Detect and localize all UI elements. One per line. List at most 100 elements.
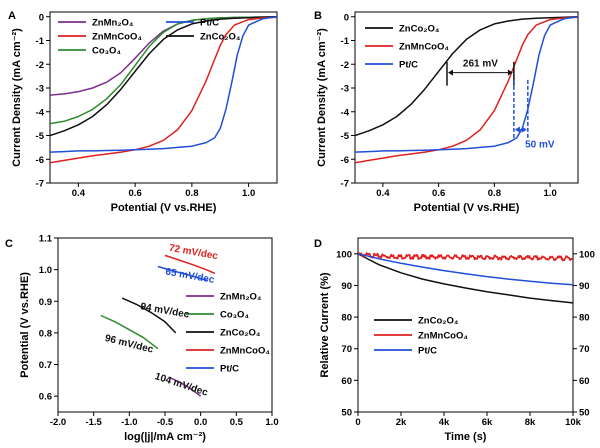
series-group — [100, 254, 216, 397]
y-tick-label: -2 — [341, 60, 349, 71]
x-tick-label: 0.6 — [432, 188, 445, 199]
panel-label: A — [8, 10, 16, 22]
y-tick-label: 50 — [341, 408, 352, 419]
y2-tick-label: 60 — [579, 376, 590, 387]
legend-label: Co₃O₄ — [92, 46, 121, 57]
y-axis-label: Potential (V vs.RHE) — [19, 272, 31, 378]
x-tick-label: 0.4 — [376, 188, 390, 199]
y-tick-label: 0.9 — [39, 297, 52, 308]
y2-tick-label: 50 — [579, 408, 590, 419]
series-group — [358, 251, 573, 304]
x-tick-label: 0.4 — [72, 188, 86, 199]
x-axis-label: Potential (V vs.RHE) — [111, 202, 217, 214]
y-tick-label: -6 — [36, 155, 44, 166]
y-tick-label: 1.1 — [39, 234, 53, 245]
legend-label: Pt/C — [399, 60, 418, 71]
y-tick-label: 60 — [341, 376, 352, 387]
y-tick-label: -5 — [36, 131, 45, 142]
y-tick-label: 0.6 — [39, 392, 52, 403]
legend-label: ZnMn₂O₄ — [92, 18, 134, 29]
legend-label: ZnMnCoO₄ — [399, 42, 449, 53]
y-tick-label: -3 — [341, 84, 349, 95]
series-line-2 — [50, 16, 277, 125]
y-tick-label: -7 — [36, 179, 44, 190]
series-line-3 — [121, 297, 177, 334]
y-tick-label: -4 — [36, 107, 45, 118]
series-line-2 — [355, 16, 578, 164]
annotation-arrowhead — [447, 69, 453, 76]
x-tick-label: 1.0 — [265, 417, 278, 428]
y-tick-label: -4 — [341, 107, 350, 118]
legend-label: ZnMnCoO₄ — [418, 331, 468, 342]
annotation-label: 104 mV/dec — [153, 371, 209, 399]
x-tick-label: 0.8 — [488, 188, 501, 199]
x-axis-label: Time (s) — [445, 431, 487, 443]
y-tick-label: -3 — [36, 84, 44, 95]
y-axis-label: Relative Current (%) — [319, 272, 331, 377]
y2-tick-label: 80 — [579, 313, 590, 324]
legend-label: ZnCo₂O₄ — [220, 328, 261, 339]
series-line-3 — [50, 16, 277, 137]
legend-label: ZnMnCoO₄ — [92, 32, 142, 43]
panel-d-chart: D0 2k 4k 6k 8k 10k50607080901005060708090100T… — [314, 237, 595, 443]
y-tick-label: 0.7 — [39, 360, 52, 371]
legend-label: Co₃O₄ — [220, 310, 249, 321]
x-tick-label: 0.8 — [185, 188, 198, 199]
plot-frame — [354, 11, 579, 184]
x-tick-label: 0.5 — [230, 417, 244, 428]
x-axis-label: log(|j|/mA cm⁻²) — [124, 431, 206, 443]
x-tick-label: 4k — [439, 417, 450, 428]
series-group — [355, 16, 578, 164]
y-tick-label: 1.0 — [39, 265, 52, 276]
series-line-4 — [50, 16, 277, 164]
y-tick-label: 0 — [39, 12, 44, 23]
x-tick-label: -2.0 — [50, 417, 66, 428]
legend: ZnCo₂O₄ ZnMnCoO₄ Pt/C — [374, 316, 468, 357]
annotation-arrowhead — [521, 126, 527, 133]
x-tick-label: 6k — [482, 417, 493, 428]
x-tick-label: 0.0 — [194, 417, 207, 428]
x-axis-label: Potential (V vs.RHE) — [414, 202, 520, 214]
legend: ZnMn₂O₄ Co₃O₄ ZnCo₂O₄ ZnMnCoO₄ Pt/C — [186, 292, 270, 375]
series-line-1 — [358, 253, 573, 304]
y-tick-label: 100 — [336, 249, 352, 260]
series-line-4 — [164, 254, 216, 275]
legend-label: ZnCo₂O₄ — [200, 32, 241, 43]
y-tick-label: -5 — [341, 131, 350, 142]
x-tick-label: -1.0 — [121, 417, 137, 428]
panel-a-chart: A 0.4 0.6 0.8 1.0 -7 -6 -5 -4 -3 -2 -1 0 Potential (V… — [8, 10, 278, 214]
panel-label: D — [314, 238, 322, 250]
plot-frame — [57, 237, 273, 413]
series-line-5 — [157, 265, 209, 282]
series-line-2 — [358, 251, 573, 262]
series-line-2 — [100, 314, 159, 350]
x-tick-label: 0 — [355, 417, 360, 428]
y2-tick-label: 70 — [579, 344, 590, 355]
legend-label: ZnMn₂O₄ — [220, 292, 262, 303]
y-tick-label: 70 — [341, 344, 352, 355]
annotation-label: 94 mV/dec — [140, 301, 191, 320]
legend-label: Pt/C — [418, 346, 437, 357]
y-tick-label: -1 — [341, 36, 350, 47]
annotation-bg — [460, 56, 501, 70]
legend-label: ZnMnCoO₄ — [220, 346, 270, 357]
series-line-1 — [355, 16, 578, 137]
x-tick-label: -1.5 — [85, 417, 102, 428]
annotation-arrowhead — [514, 126, 520, 133]
x-tick-label: 10k — [565, 417, 582, 428]
panel-b-chart: B 0.4 0.6 0.8 1.0 -7 -6 -5 -4 -3 -2 -1 0 Potential (V… — [314, 10, 579, 214]
y2-tick-label: 100 — [579, 249, 595, 260]
series-line-3 — [358, 253, 573, 286]
annotation-label: 65 mV/dec — [164, 267, 215, 286]
series-line-1 — [168, 376, 202, 397]
y-tick-label: 0.8 — [39, 328, 52, 339]
legend-label: Pt/C — [200, 18, 219, 29]
y2-tick-label: 90 — [579, 281, 590, 292]
y-tick-label: -6 — [341, 155, 349, 166]
x-tick-label: -0.5 — [157, 417, 174, 428]
x-tick-label: 8k — [525, 417, 536, 428]
annotation-arrowhead — [507, 69, 513, 76]
panel-label: B — [314, 10, 322, 22]
y-tick-label: 90 — [341, 281, 352, 292]
